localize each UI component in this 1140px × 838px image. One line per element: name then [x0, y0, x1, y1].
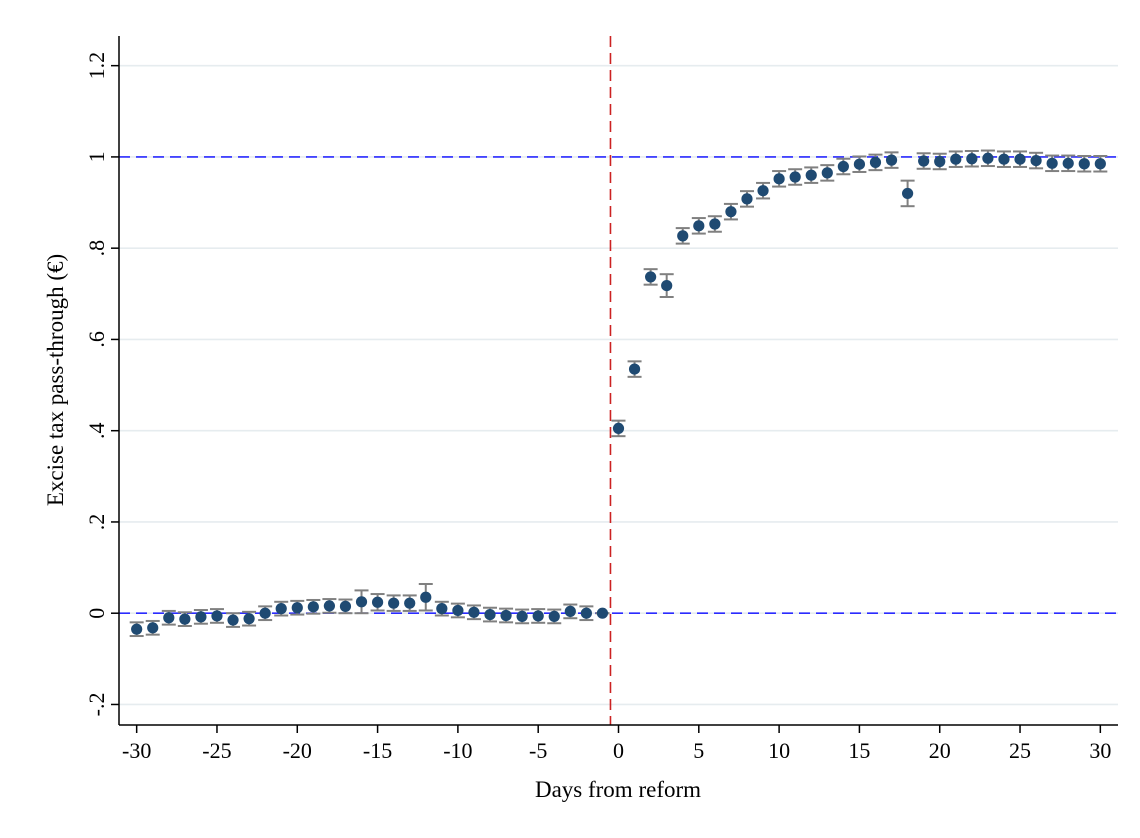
data-point-60	[1094, 158, 1106, 170]
data-point-2	[163, 612, 175, 624]
data-point-29	[596, 607, 609, 619]
data-point-20	[452, 604, 464, 617]
x-tick-label-8: 10	[768, 738, 790, 763]
data-point-36	[709, 218, 721, 230]
data-point-17	[404, 597, 416, 609]
data-point-44	[837, 160, 849, 173]
x-tick-label-5: -5	[529, 738, 547, 763]
data-point-23	[500, 609, 512, 622]
data-point-6	[227, 614, 239, 626]
x-tick-label-3: -15	[363, 738, 392, 763]
data-point-11	[307, 601, 319, 613]
data-point-53	[982, 152, 994, 164]
data-point-33	[661, 279, 673, 292]
data-point-3	[179, 613, 191, 625]
x-tick-label-11: 25	[1009, 738, 1031, 763]
data-point-28	[580, 607, 592, 619]
data-point-0	[131, 623, 143, 635]
data-point-34	[677, 230, 689, 242]
y-tick-label-6: 1	[84, 151, 109, 162]
x-tick-label-10: 20	[929, 738, 951, 763]
data-point-38	[741, 193, 753, 205]
reference-lines	[119, 36, 1118, 725]
data-point-31	[628, 363, 641, 375]
data-point-5	[211, 610, 223, 622]
data-point-8	[259, 607, 271, 619]
data-point-14	[355, 596, 368, 608]
data-point-24	[516, 610, 528, 623]
x-tick-label-6: 0	[613, 738, 624, 763]
x-axis-title: Days from reform	[535, 777, 701, 802]
data-point-56	[1030, 154, 1042, 167]
x-tick-label-12: 30	[1089, 738, 1111, 763]
data-point-35	[693, 220, 705, 232]
data-point-32	[645, 271, 657, 283]
data-point-18	[420, 591, 432, 603]
data-point-12	[323, 600, 336, 612]
data-point-57	[1046, 157, 1058, 169]
data-point-40	[773, 173, 785, 185]
x-tick-label-0: -30	[122, 738, 151, 763]
data-point-13	[339, 600, 352, 612]
data-point-7	[243, 613, 255, 625]
data-point-1	[147, 622, 159, 634]
data-point-16	[388, 597, 400, 609]
data-point-42	[805, 169, 817, 181]
data-point-10	[291, 602, 303, 614]
data-point-26	[548, 610, 560, 623]
x-tick-label-7: 5	[693, 738, 704, 763]
y-tick-label-2: .2	[84, 514, 109, 531]
data-point-15	[371, 596, 384, 608]
axes	[111, 36, 1118, 733]
y-tick-label-1: 0	[84, 608, 109, 619]
data-point-49	[918, 155, 930, 167]
data-point-45	[853, 158, 866, 170]
data-point-48	[901, 187, 914, 200]
data-point-9	[275, 603, 287, 615]
x-tick-label-9: 15	[848, 738, 870, 763]
data-point-27	[564, 605, 576, 617]
x-tick-labels: -30 -25 -20 -15 -10 -5 0 5 10 15 20 25 30	[122, 738, 1111, 763]
data-point-47	[885, 154, 898, 166]
data-point-21	[468, 606, 480, 618]
x-tick-label-1: -25	[202, 738, 231, 763]
data-point-22	[484, 608, 496, 621]
data-point-39	[757, 185, 769, 197]
data-point-19	[436, 603, 448, 615]
y-tick-label-7: 1.2	[84, 52, 109, 80]
data-point-51	[950, 153, 962, 165]
data-point-41	[789, 171, 801, 183]
data-point-25	[532, 610, 544, 622]
y-tick-labels: -.2 0 .2 .4 .6 .8 1 1.2	[84, 52, 109, 716]
data-point-46	[869, 156, 882, 168]
data-point-4	[195, 611, 207, 623]
data-point-59	[1078, 158, 1090, 170]
y-tick-label-0: -.2	[84, 693, 109, 717]
y-tick-label-4: .6	[84, 331, 109, 348]
y-tick-label-3: .4	[84, 422, 109, 439]
data-point-37	[725, 206, 737, 218]
data-point-58	[1062, 157, 1074, 169]
y-tick-label-5: .8	[84, 240, 109, 256]
y-axis-title: Excise tax pass-through (€)	[43, 254, 68, 506]
data-point-54	[998, 153, 1010, 165]
gridlines	[119, 64, 1118, 706]
x-tick-label-4: -10	[443, 738, 472, 763]
data-point-55	[1014, 153, 1026, 165]
data-point-52	[966, 153, 978, 165]
x-tick-label-2: -20	[283, 738, 312, 763]
data-point-30	[612, 422, 625, 435]
data-point-50	[934, 155, 946, 168]
data-point-43	[821, 167, 833, 179]
data-points	[131, 152, 1106, 635]
